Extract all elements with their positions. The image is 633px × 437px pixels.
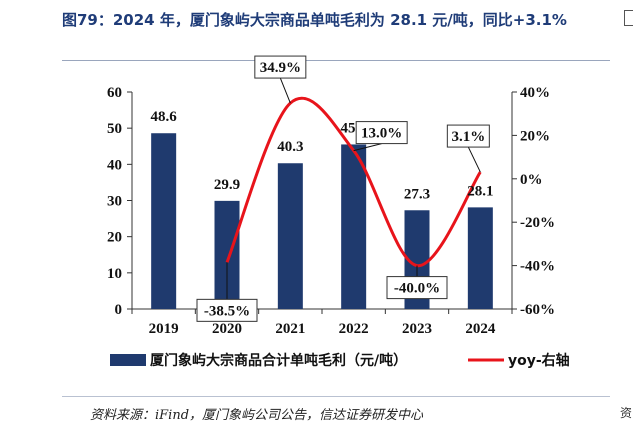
legend-bar-swatch [110,354,146,366]
left-tick-label: 50 [107,121,122,137]
right-tick-label: -60% [520,302,555,318]
source-divider [62,396,610,397]
yoy-value-label: 34.9% [260,60,301,76]
left-tick-label: 0 [115,302,123,318]
bar-value-label: 27.3 [404,186,430,202]
right-tick-label: -40% [520,259,555,275]
x-tick-label: 2024 [465,321,496,337]
yoy-value-label: 13.0% [361,126,402,142]
yoy-label-box [196,298,258,322]
left-tick-label: 20 [107,230,122,246]
yoy-value-label: -40.0% [394,281,440,297]
x-tick-label: 2021 [275,321,305,337]
right-tick-label: 0% [520,172,543,188]
bar-value-label: 40.3 [277,139,303,155]
yoy-label-box [386,276,448,300]
legend-bar-label: 厦门象屿大宗商品合计单吨毛利（元/吨） [150,352,407,369]
left-tick-label: 40 [107,157,122,173]
bar-value-label: 28.1 [467,183,493,199]
left-tick-label: 60 [107,85,122,101]
yoy-value-label: -38.5% [204,303,250,319]
right-tick-label: 20% [520,128,550,144]
source-note: 资料来源：iFind，厦门象屿公司公告，信达证券研发中心 [90,408,424,423]
bar [277,163,303,309]
left-tick-label: 30 [107,194,122,210]
clipped-source-fragment: 资 [620,406,633,420]
right-tick-label: 40% [520,85,550,101]
x-tick-label: 2023 [402,321,432,337]
left-tick-label: 10 [107,266,122,282]
figure-title: 图79：2024 年，厦门象屿大宗商品单吨毛利为 28.1 元/吨，同比+3.1… [62,11,567,29]
yoy-value-label: 3.1% [451,129,485,145]
x-tick-label: 2019 [149,321,179,337]
yoy-label-box [446,124,490,148]
yoy-line [225,96,482,268]
yoy-leader-line [467,146,481,173]
yoy-leader-line [353,143,382,152]
bar-value-label: 48.6 [151,109,178,125]
bar [467,207,493,309]
yoy-leader-line [279,77,291,104]
yoy-label-box [355,121,408,145]
bar [151,133,177,309]
x-tick-label: 2020 [212,321,242,337]
clipped-edge-mark [624,10,633,26]
bar [341,144,367,309]
yoy-label-box [254,55,307,79]
right-tick-label: -20% [520,215,555,231]
title-divider [62,60,610,61]
legend-line-label: yoy-右轴 [508,352,570,369]
x-tick-label: 2022 [339,321,369,337]
bar-value-label: 29.9 [214,177,240,193]
